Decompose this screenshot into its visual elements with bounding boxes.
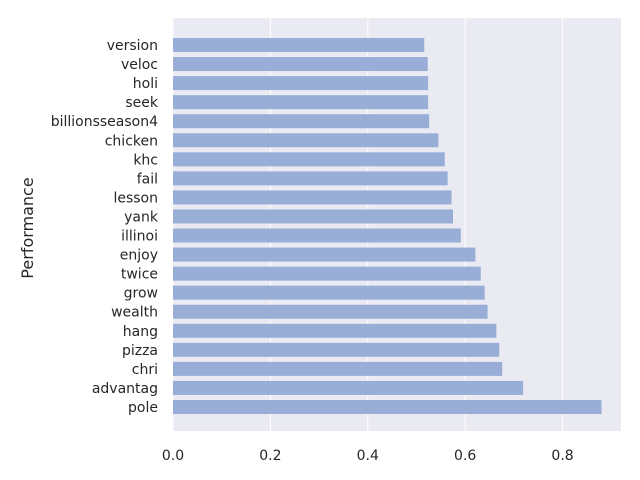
x-tick-label: 0.6: [454, 448, 476, 464]
x-tick-label: 0.8: [551, 448, 573, 464]
y-tick-label: illinoi: [121, 229, 158, 245]
y-tick-label: enjoy: [120, 248, 158, 264]
bar-pole: [173, 400, 602, 414]
y-tick-label: veloc: [121, 57, 158, 73]
y-tick-label: yank: [124, 209, 159, 225]
bar-yank: [173, 209, 453, 224]
y-axis-label: Performance: [18, 177, 37, 278]
bar-hang: [173, 323, 497, 338]
y-tick-label: seek: [125, 95, 159, 111]
bar-billionsseason4: [173, 114, 430, 129]
y-tick-label: wealth: [111, 305, 158, 321]
y-tick-label: fail: [137, 171, 158, 187]
bar-pizza: [173, 342, 500, 357]
bar-khc: [173, 152, 445, 167]
bar-holi: [173, 76, 429, 91]
y-tick-label: twice: [121, 267, 158, 283]
bar-veloc: [173, 57, 428, 72]
y-tick-label: billionsseason4: [51, 114, 158, 130]
bar-chri: [173, 361, 503, 376]
y-tick-label: version: [107, 38, 158, 54]
bars: [173, 38, 602, 414]
bar-chicken: [173, 133, 439, 148]
y-tick-labels: version veloc holi seek billionsseason4 chick…: [51, 38, 159, 416]
y-tick-label: khc: [133, 152, 158, 168]
x-tick-labels: 0.0 0.2 0.4 0.6 0.8: [162, 448, 574, 464]
y-tick-label: pole: [128, 400, 158, 416]
y-tick-label: lesson: [113, 190, 158, 206]
y-tick-label: grow: [124, 286, 158, 302]
x-tick-label: 0.0: [162, 448, 184, 464]
y-tick-label: chicken: [105, 133, 158, 149]
y-tick-label: advantag: [92, 381, 158, 397]
bar-seek: [173, 95, 429, 110]
bar-advantag: [173, 380, 524, 395]
bar-illinoi: [173, 228, 461, 243]
bar-version: [173, 38, 425, 52]
y-tick-label: pizza: [122, 343, 158, 359]
bar-wealth: [173, 304, 488, 319]
y-tick-label: chri: [132, 362, 158, 378]
bar-lesson: [173, 190, 452, 205]
bar-twice: [173, 266, 481, 281]
x-tick-label: 0.4: [357, 448, 379, 464]
x-tick-label: 0.2: [259, 448, 281, 464]
y-tick-label: holi: [133, 76, 158, 92]
bar-grow: [173, 285, 485, 300]
bar-fail: [173, 171, 448, 186]
y-tick-label: hang: [123, 324, 158, 340]
bar-enjoy: [173, 247, 476, 262]
